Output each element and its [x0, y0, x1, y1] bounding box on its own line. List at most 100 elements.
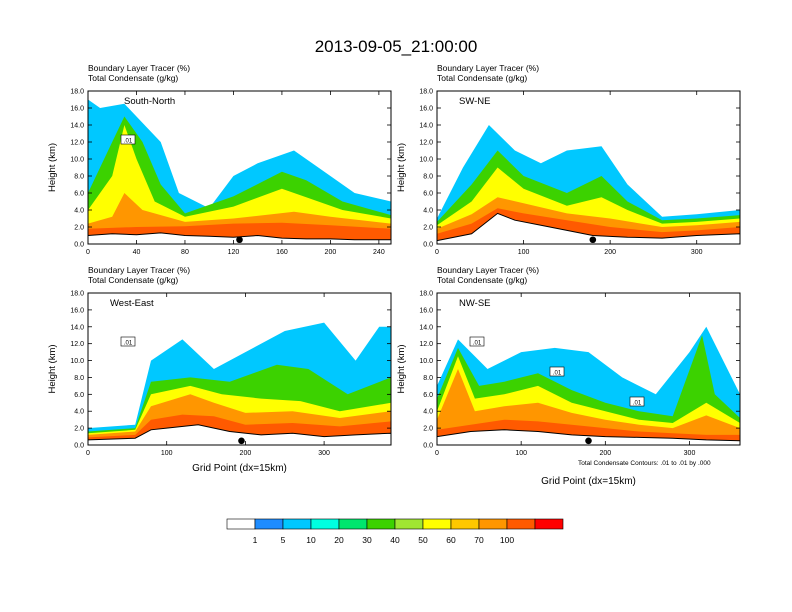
- colorbar-swatch: [422, 518, 452, 530]
- colorbar-label: 1: [253, 535, 258, 545]
- x-tick-label: 160: [276, 249, 288, 256]
- location-marker: [585, 437, 592, 445]
- x-tick-label: 300: [318, 450, 330, 457]
- panel-west-east: Boundary Layer Tracer (%)Total Condensat…: [47, 265, 392, 474]
- colorbar-swatch: [310, 518, 340, 530]
- x-tick-label: 300: [691, 249, 703, 256]
- y-tick-label: 12.0: [70, 341, 84, 348]
- contour-label-box: [469, 336, 485, 347]
- x-tick-label: 120: [228, 249, 240, 256]
- contour-label: .01: [633, 401, 642, 407]
- axes-frame: [87, 292, 392, 446]
- panel-header-tracer: Boundary Layer Tracer (%): [437, 265, 539, 275]
- y-tick-label: 16.0: [419, 106, 433, 113]
- y-tick-label: 12.0: [419, 341, 433, 348]
- panel-label: West-East: [110, 298, 154, 309]
- y-tick-label: 10.0: [419, 358, 433, 365]
- y-tick-label: 8.0: [423, 375, 433, 382]
- contour-note: Total Condensate Contours: .01 to .01 by…: [578, 460, 711, 467]
- y-tick-label: 2.0: [74, 225, 84, 232]
- panel-header-tracer: Boundary Layer Tracer (%): [437, 63, 539, 73]
- x-tick-label: 200: [325, 249, 337, 256]
- panel-header-condensate: Total Condensate (g/kg): [437, 275, 527, 285]
- panel-header-tracer: Boundary Layer Tracer (%): [88, 63, 190, 73]
- contour-label-box: [629, 396, 645, 407]
- y-tick-label: 6.0: [74, 191, 84, 198]
- x-tick-label: 80: [181, 249, 189, 256]
- tracer-fills: [437, 326, 740, 445]
- y-axis-label: Height (km): [47, 143, 58, 192]
- x-tick-label: 300: [684, 450, 696, 457]
- axes-frame: [436, 292, 741, 446]
- y-tick-label: 4.0: [423, 208, 433, 215]
- y-tick-label: 16.0: [70, 307, 84, 314]
- x-tick-label: 200: [599, 450, 611, 457]
- tracer-layer-50: [88, 125, 391, 244]
- y-axis-label: Height (km): [396, 344, 407, 393]
- contour-label-box: [120, 336, 136, 347]
- panel-header-condensate: Total Condensate (g/kg): [88, 73, 178, 83]
- tracer-fills: [88, 322, 391, 445]
- tracer-fills: [437, 125, 740, 244]
- colorbar: 1 5 10 20 30 40 50 60 70 100: [226, 518, 564, 545]
- y-tick-label: 4.0: [423, 409, 433, 416]
- y-tick-label: 0.0: [423, 443, 433, 450]
- y-tick-label: 14.0: [419, 324, 433, 331]
- x-tick-label: 200: [240, 450, 252, 457]
- location-marker: [236, 236, 243, 244]
- y-tick-label: 4.0: [74, 409, 84, 416]
- y-tick-label: 0.0: [74, 443, 84, 450]
- y-tick-label: 8.0: [423, 174, 433, 181]
- colorbar-swatch: [366, 518, 396, 530]
- panel-label: NW-SE: [459, 298, 491, 309]
- tracer-fills: [88, 99, 391, 244]
- y-tick-label: 6.0: [423, 392, 433, 399]
- y-tick-label: 12.0: [419, 140, 433, 147]
- colorbar-swatch: [450, 518, 480, 530]
- y-tick-label: 2.0: [74, 426, 84, 433]
- contour-label-box: [549, 366, 565, 377]
- y-tick-label: 0.0: [423, 242, 433, 249]
- y-tick-label: 8.0: [74, 174, 84, 181]
- axes-frame: [87, 90, 392, 245]
- y-tick-label: 2.0: [423, 426, 433, 433]
- location-marker: [589, 236, 597, 244]
- colorbar-label: 70: [474, 535, 484, 545]
- y-tick-label: 12.0: [70, 140, 84, 147]
- y-tick-label: 18.0: [70, 291, 84, 298]
- figure-title: 2013-09-05_21:00:00: [315, 37, 478, 56]
- axes-frame: [436, 90, 741, 245]
- panel-label: SW-NE: [459, 96, 491, 107]
- colorbar-swatch: [394, 518, 424, 530]
- y-tick-label: 8.0: [74, 375, 84, 382]
- terrain: [437, 212, 740, 244]
- y-axis-label: Height (km): [47, 344, 58, 393]
- x-tick-label: 0: [86, 450, 90, 457]
- location-marker: [238, 437, 245, 445]
- y-tick-label: 14.0: [70, 324, 84, 331]
- colorbar-label: 50: [418, 535, 428, 545]
- y-axis-label: Height (km): [396, 143, 407, 192]
- x-tick-label: 0: [435, 450, 439, 457]
- y-tick-label: 6.0: [423, 191, 433, 198]
- x-tick-label: 100: [161, 450, 173, 457]
- colorbar-swatch: [478, 518, 508, 530]
- x-tick-label: 40: [133, 249, 141, 256]
- x-axis-label: Grid Point (dx=15km): [541, 476, 636, 487]
- colorbar-label: 10: [306, 535, 316, 545]
- colorbar-label: 100: [500, 535, 514, 545]
- colorbar-swatch: [254, 518, 284, 530]
- contour-label: .01: [124, 139, 133, 145]
- panel-header-tracer: Boundary Layer Tracer (%): [88, 265, 190, 275]
- colorbar-swatch: [282, 518, 312, 530]
- contour-label-box: [120, 134, 136, 145]
- colorbar-label: 30: [362, 535, 372, 545]
- panel-label: South-North: [124, 96, 175, 107]
- y-tick-label: 18.0: [70, 89, 84, 96]
- terrain: [88, 424, 391, 445]
- colorbar-swatch: [506, 518, 536, 530]
- y-tick-label: 0.0: [74, 242, 84, 249]
- y-tick-label: 10.0: [419, 157, 433, 164]
- colorbar-label: 20: [334, 535, 344, 545]
